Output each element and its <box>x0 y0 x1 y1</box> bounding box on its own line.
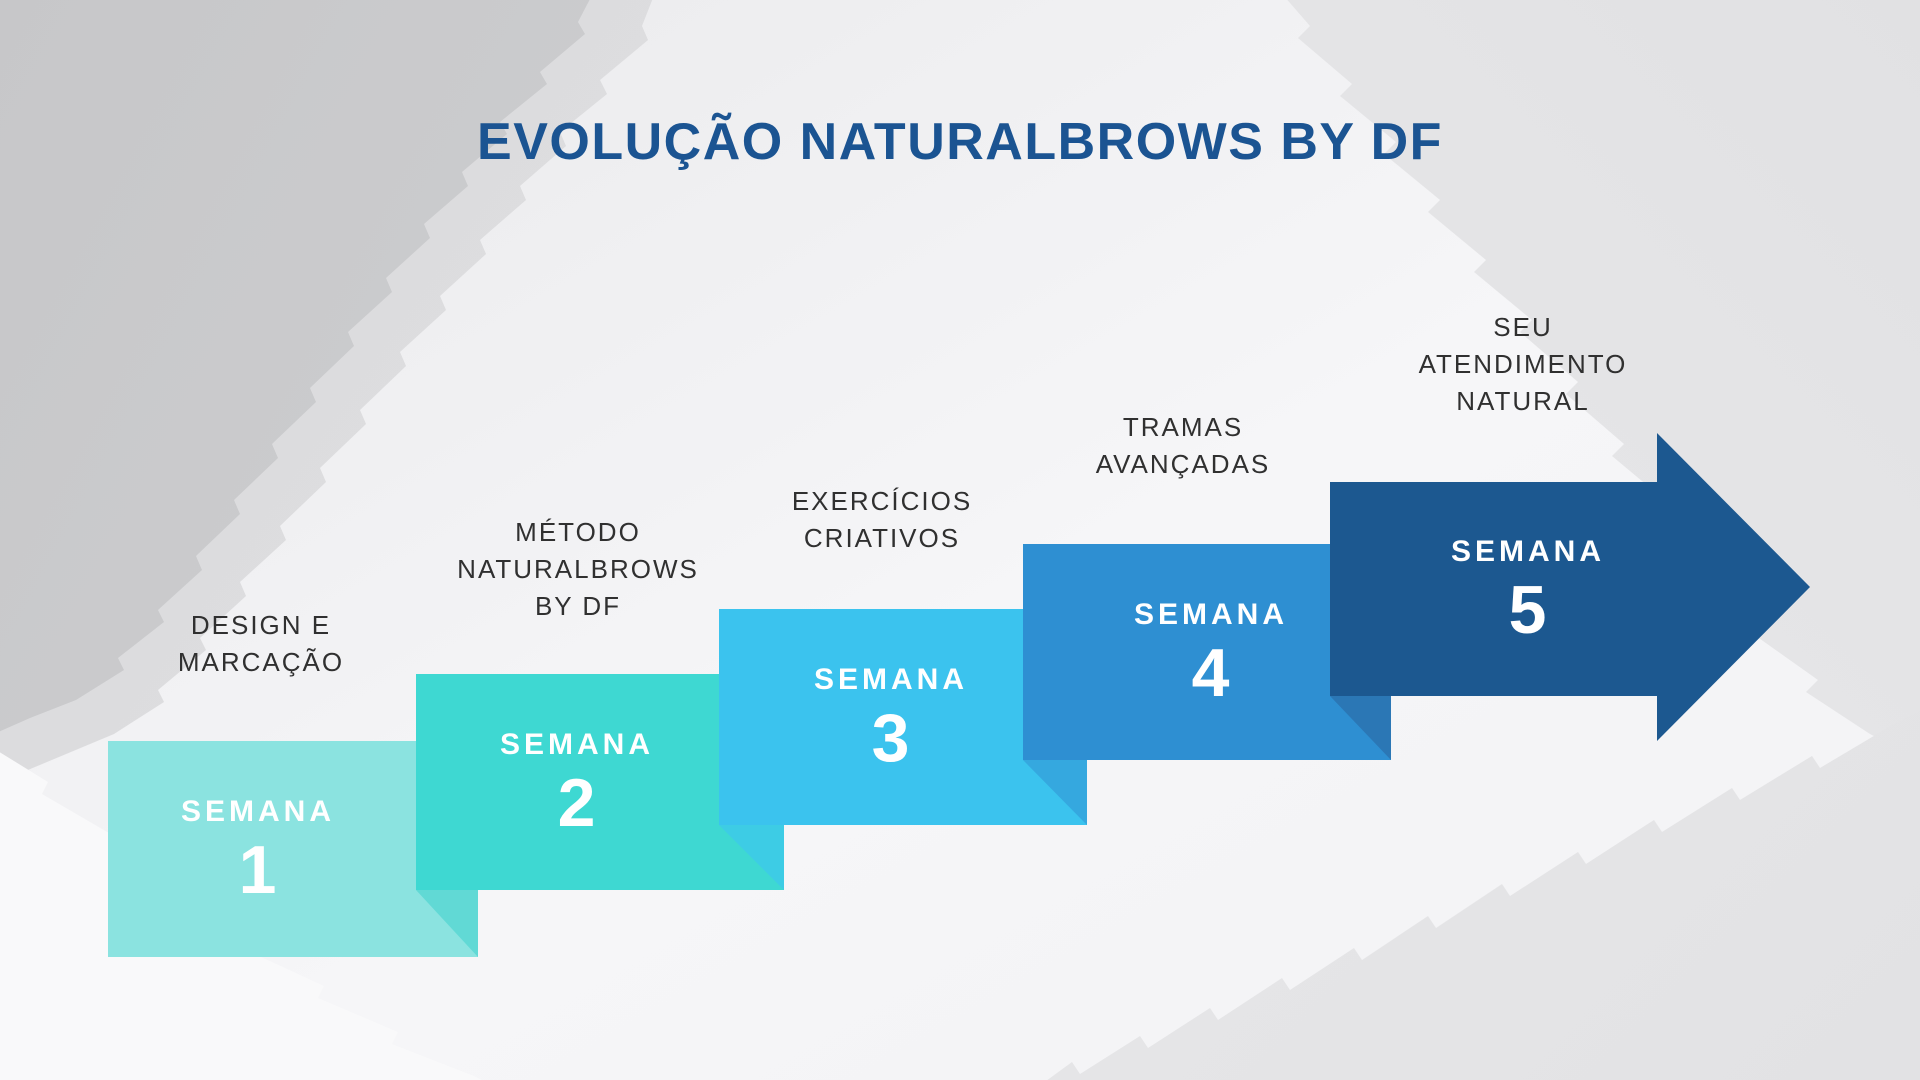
page-title: EVOLUÇÃO NATURALBROWS BY DF <box>477 113 1443 171</box>
step-4-text: SEMANA 4 <box>1061 544 1361 760</box>
step-5-text: SEMANA 5 <box>1378 482 1678 696</box>
week-word: SEMANA <box>1133 598 1288 631</box>
week-number: 1 <box>238 832 278 908</box>
step-3-text: SEMANA 3 <box>741 609 1041 825</box>
week-number: 3 <box>871 700 911 776</box>
week-number: 2 <box>557 765 597 841</box>
week-word: SEMANA <box>813 663 968 696</box>
week-number: 4 <box>1191 635 1231 711</box>
week-word: SEMANA <box>1450 535 1605 568</box>
step-4-label: TRAMAS AVANÇADAS <box>1095 412 1271 479</box>
step-5-block: SEMANA 5 <box>1330 482 1657 696</box>
step-1-text: SEMANA 1 <box>108 741 408 957</box>
step-2-text: SEMANA 2 <box>427 674 727 890</box>
step-3-label: EXERCÍCIOS CRIATIVOS <box>791 486 973 553</box>
week-word: SEMANA <box>499 728 654 761</box>
arrow-head <box>1657 433 1810 741</box>
week-number: 5 <box>1508 572 1548 648</box>
step-5-label: SEU ATENDIMENTO NATURAL <box>1418 312 1628 416</box>
week-word: SEMANA <box>180 795 335 828</box>
